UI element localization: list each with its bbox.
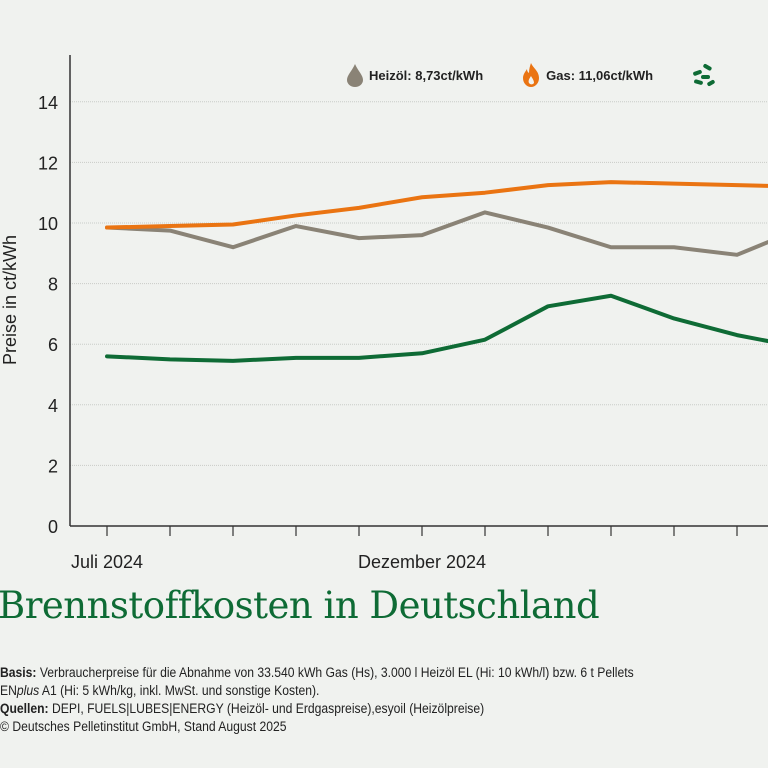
enplus-italic: plus (16, 683, 40, 698)
line-chart: 0 2 4 6 8 10 12 14 Juli 2024 Dezember 2024 Preise … (0, 55, 768, 572)
copyright: © Deutsches Pelletinstitut GmbH, Stand A… (0, 719, 287, 734)
y-tick-label: 0 (48, 517, 58, 537)
basis-label: Basis: (0, 665, 37, 680)
y-tick-label: 4 (48, 396, 58, 416)
oil-drop-icon (347, 64, 363, 87)
y-axis-label: Preise in ct/kWh (0, 235, 20, 365)
chart-title: Brennstoffkosten in Deutschland (0, 584, 600, 627)
legend-item-heizoel: Heizöl: 8,73ct/kWh (346, 62, 483, 88)
basis-note: Basis: Verbraucherpreise für die Abnahme… (0, 664, 634, 682)
legend-item-gas: Gas: 11,06ct/kWh (521, 62, 653, 88)
footnotes: Basis: Verbraucherpreise für die Abnahme… (0, 664, 634, 736)
y-tick-label: 8 (48, 275, 58, 295)
series-line-pellets (105, 293, 768, 363)
y-tick-label: 2 (48, 456, 58, 476)
x-tick-label: Juli 2024 (71, 552, 143, 572)
sources-text: DEPI, FUELS|LUBES|ENERGY (Heizöl- und Er… (48, 701, 485, 716)
sources-note: Quellen: DEPI, FUELS|LUBES|ENERGY (Heizö… (0, 700, 634, 718)
legend: Heizöl: 8,73ct/kWh Gas: 11,06ct/kWh (346, 62, 760, 88)
basis-line2-text: A1 (Hi: 5 kWh/kg, inkl. MwSt. und sonsti… (39, 683, 320, 698)
legend-label-gas: Gas: 11,06ct/kWh (546, 67, 654, 83)
basis-text: Verbraucherpreise für die Abnahme von 33… (36, 665, 634, 680)
flame-icon (523, 63, 540, 87)
legend-item-pellets (691, 62, 722, 88)
y-tick-label: 12 (38, 153, 58, 173)
enplus-prefix: EN (0, 683, 17, 698)
series-line-gas (105, 180, 768, 230)
y-tick-label: 10 (38, 214, 58, 234)
sources-label: Quellen: (0, 701, 49, 716)
legend-label-heizoel: Heizöl: 8,73ct/kWh (369, 67, 484, 83)
x-tick-label: Dezember 2024 (358, 552, 486, 572)
basis-note-line2: ENplus A1 (Hi: 5 kWh/kg, inkl. MwSt. und… (0, 682, 634, 700)
y-tick-label: 6 (48, 335, 58, 355)
pellets-icon (693, 64, 715, 86)
y-tick-label: 14 (38, 93, 58, 113)
series-line-heizoel (105, 210, 768, 257)
